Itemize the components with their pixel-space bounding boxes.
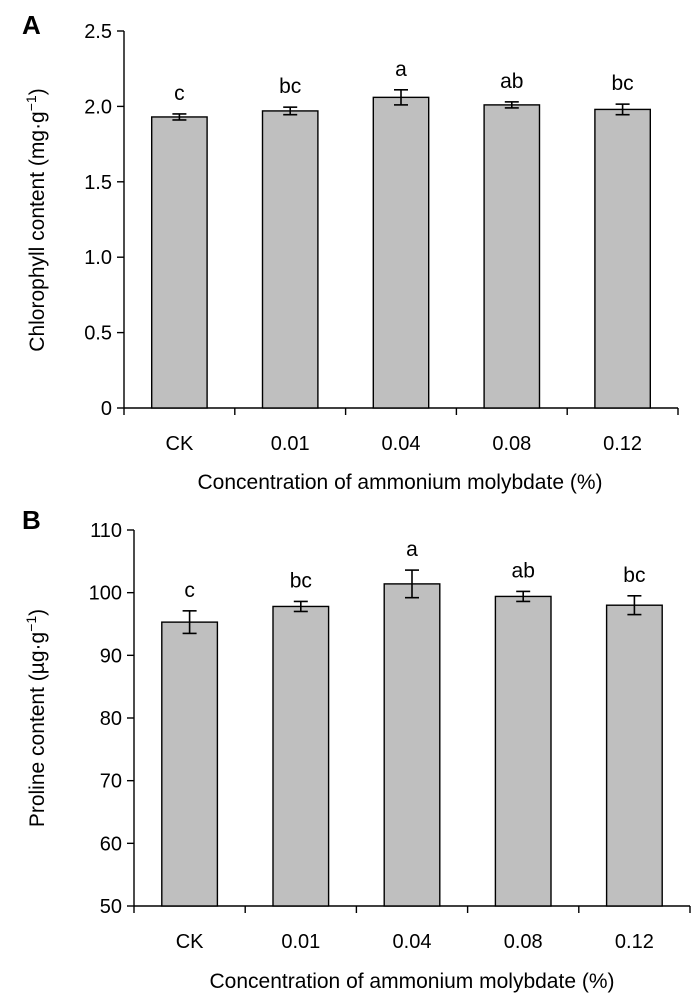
bar-a	[483, 104, 541, 409]
x-axis-title-b: Concentration of ammonium molybdate (%)	[209, 970, 614, 993]
y-tick-label-a: 2.5	[84, 21, 112, 43]
x-tick-label-b: 0.12	[615, 931, 654, 953]
significance-label-b: a	[406, 538, 418, 561]
x-axis-title-a: Concentration of ammonium molybdate (%)	[197, 471, 602, 494]
panel-letter-b: B	[22, 505, 41, 535]
y-tick-label-a: 0	[101, 398, 112, 420]
significance-label-b: bc	[290, 569, 312, 592]
y-tick-label-b: 110	[90, 520, 122, 542]
x-tick-label-a: 0.08	[492, 433, 531, 455]
bar-a	[261, 110, 319, 409]
bar-b	[494, 595, 552, 907]
significance-label-b: c	[184, 579, 195, 602]
y-tick-label-b: 70	[100, 771, 122, 793]
bar-b	[383, 583, 441, 907]
significance-label-b: bc	[623, 564, 645, 587]
x-tick-label-b: CK	[176, 931, 204, 953]
bar-a	[150, 116, 208, 409]
significance-label-b: ab	[512, 559, 535, 582]
x-tick-label-a: CK	[166, 433, 194, 455]
significance-label-a: a	[395, 58, 407, 81]
x-tick-label-a: 0.04	[382, 433, 421, 455]
y-axis-title-b: Proline content (µg·g−1)	[23, 609, 49, 827]
x-tick-label-a: 0.01	[271, 433, 310, 455]
bar-b	[161, 621, 219, 907]
y-tick-label-b: 90	[100, 645, 122, 667]
y-tick-label-a: 1.5	[84, 172, 112, 194]
y-tick-label-a: 0.5	[84, 323, 112, 345]
chart-panel-b: B Proline content (µg·g−1) Concentration…	[22, 505, 691, 993]
x-tick-label-b: 0.01	[281, 931, 320, 953]
y-tick-label-b: 50	[100, 896, 122, 918]
x-tick-label-b: 0.08	[504, 931, 543, 953]
x-tick-label-a: 0.12	[603, 433, 642, 455]
bar-b	[605, 604, 663, 907]
significance-label-a: bc	[279, 75, 301, 98]
y-tick-label-b: 80	[100, 708, 122, 730]
bar-b	[272, 605, 330, 907]
y-axis-title-a: Chlorophyll content (mg·g−1)	[23, 88, 49, 351]
x-tick-label-b: 0.04	[393, 931, 432, 953]
y-tick-label-b: 100	[89, 583, 122, 605]
chart-panel-a: A Chlorophyll content (mg·g−1) Concentra…	[22, 10, 679, 494]
y-tick-label-b: 60	[100, 833, 122, 855]
y-tick-label-a: 2.0	[84, 96, 112, 118]
panel-letter-a: A	[22, 10, 41, 40]
y-tick-label-a: 1.0	[84, 247, 112, 269]
significance-label-a: ab	[500, 70, 523, 93]
bar-a	[594, 108, 652, 409]
significance-label-a: bc	[612, 72, 634, 95]
significance-label-a: c	[174, 82, 185, 105]
bar-a	[372, 96, 430, 409]
